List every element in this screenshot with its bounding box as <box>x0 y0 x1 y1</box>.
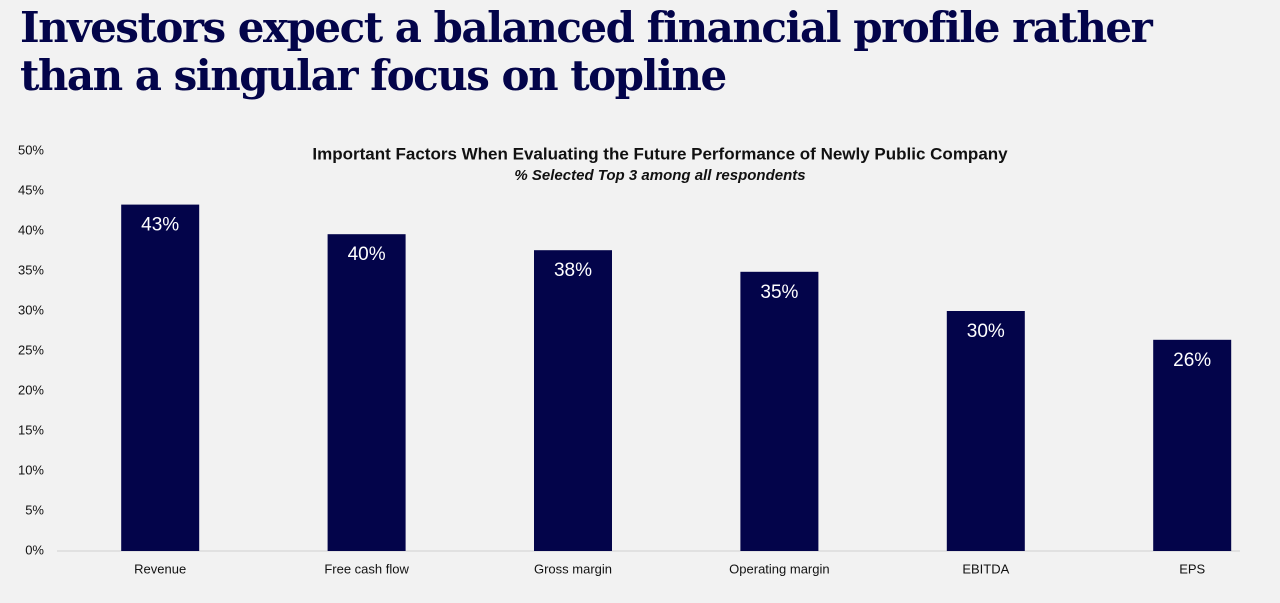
y-tick-label: 40% <box>18 222 44 237</box>
y-tick-label: 20% <box>18 382 44 397</box>
data-label: 35% <box>760 282 798 303</box>
y-tick-label: 5% <box>25 502 44 517</box>
data-label: 38% <box>554 260 592 281</box>
bar <box>946 311 1025 551</box>
y-tick-label: 0% <box>25 542 44 557</box>
y-tick-label: 30% <box>18 302 44 317</box>
bar <box>1153 339 1232 551</box>
bar <box>327 234 406 551</box>
x-tick-label: Operating margin <box>729 561 829 576</box>
x-tick-label: Revenue <box>134 561 186 576</box>
data-label: 40% <box>348 244 386 265</box>
chart-subtitle: % Selected Top 3 among all respondents <box>514 167 805 184</box>
x-tick-label: Free cash flow <box>324 561 409 576</box>
data-label: 26% <box>1173 350 1211 371</box>
y-tick-label: 50% <box>18 142 44 157</box>
y-tick-label: 45% <box>18 182 44 197</box>
chart-title: Important Factors When Evaluating the Fu… <box>312 144 1008 163</box>
bar <box>740 271 819 551</box>
bar <box>121 204 200 551</box>
bar <box>534 250 612 551</box>
x-tick-label: EPS <box>1179 561 1205 576</box>
y-tick-label: 15% <box>18 422 44 437</box>
data-label: 30% <box>967 321 1005 342</box>
y-tick-label: 10% <box>18 462 44 477</box>
headline: Investors expect a balanced financial pr… <box>20 3 1153 100</box>
data-label: 43% <box>141 215 179 236</box>
y-tick-label: 25% <box>18 342 44 357</box>
y-tick-label: 35% <box>18 262 44 277</box>
x-tick-label: Gross margin <box>534 561 612 576</box>
x-tick-label: EBITDA <box>962 561 1009 576</box>
